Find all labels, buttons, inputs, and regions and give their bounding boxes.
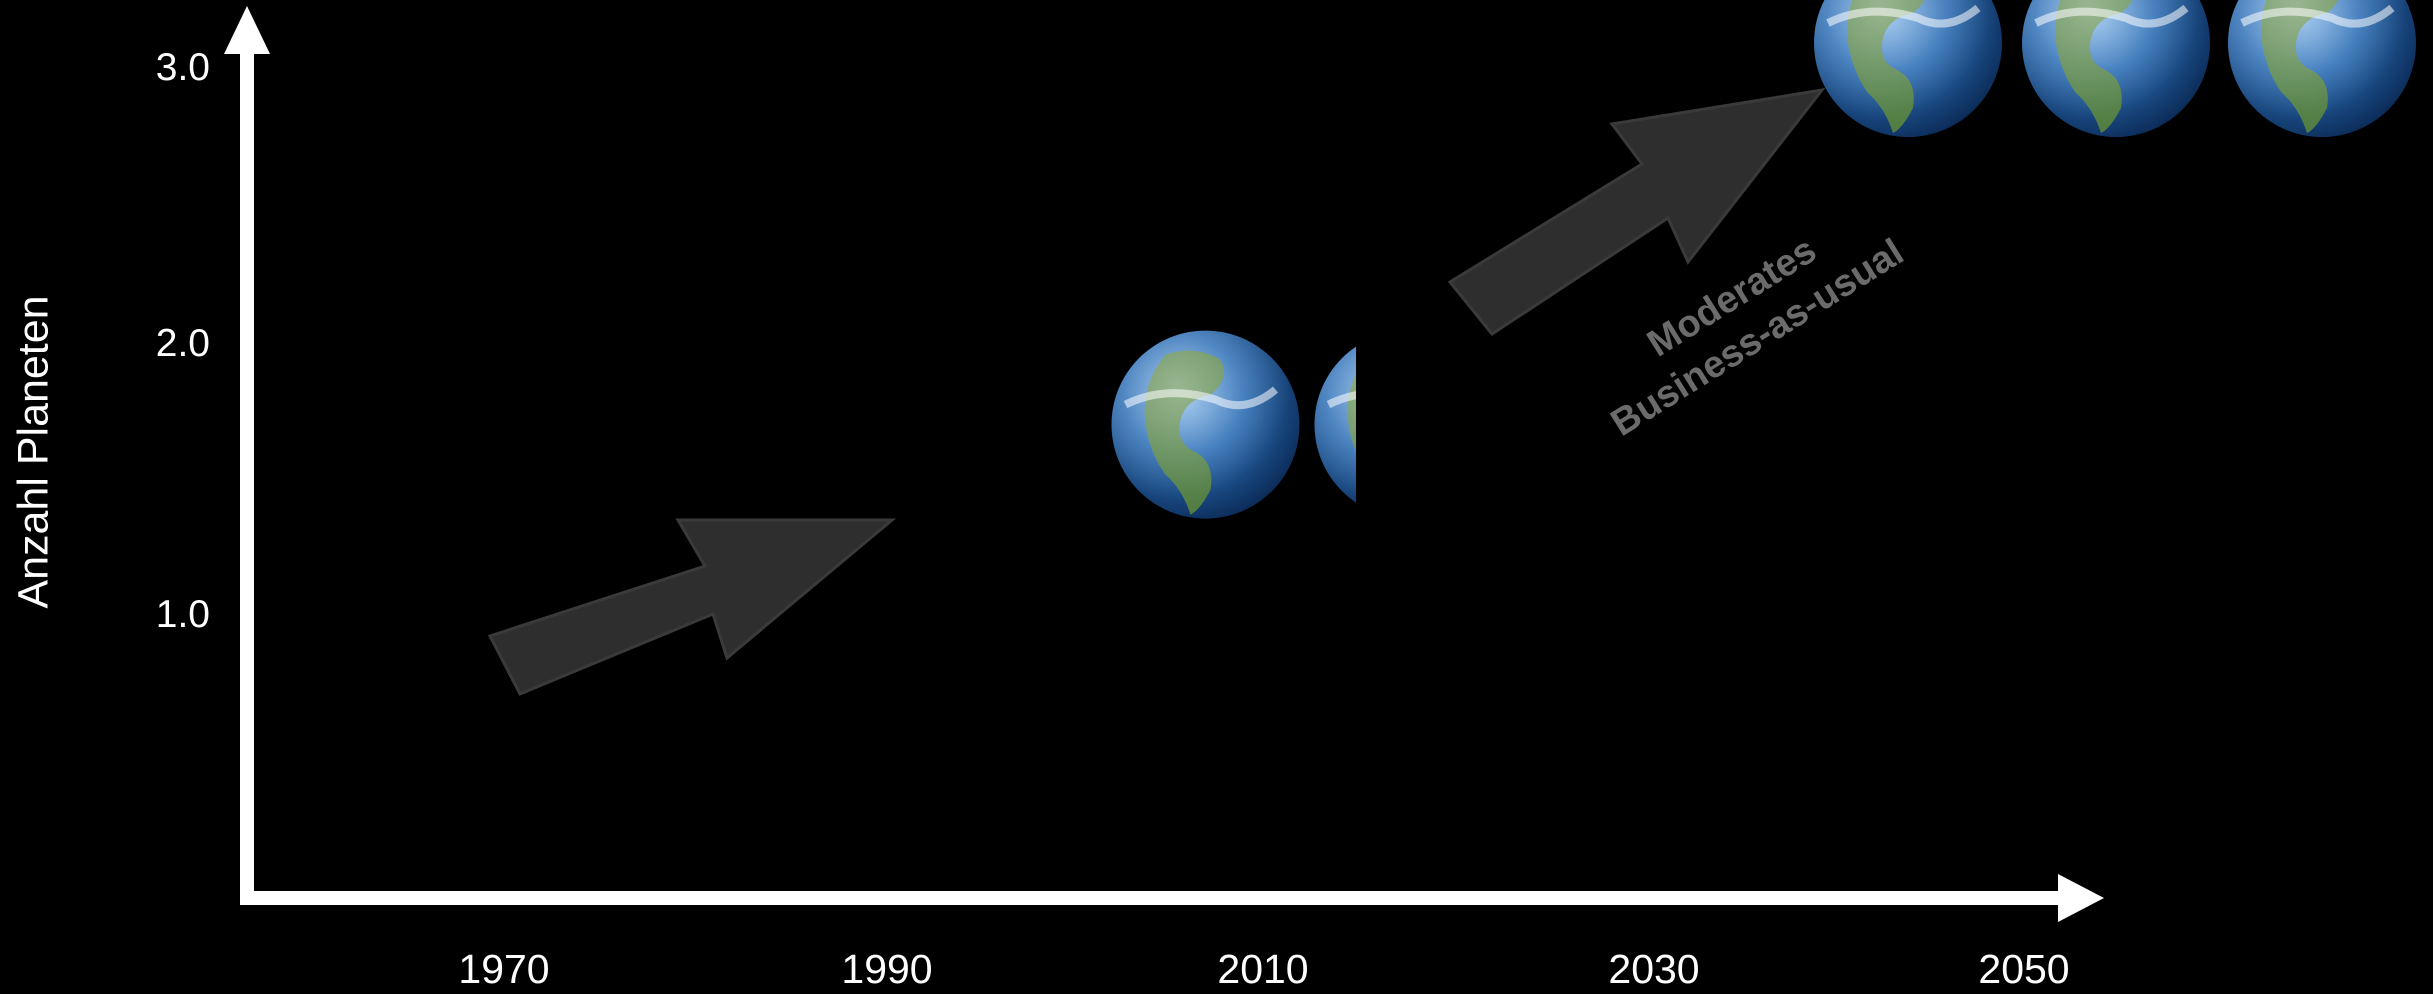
- y-tick-label: 3.0: [155, 46, 210, 89]
- earth-globe-marker: [1314, 346, 1356, 503]
- data-points: [1111, 0, 2416, 519]
- trend-arrow-1: [487, 518, 897, 696]
- y-tick-label: 2.0: [155, 322, 210, 365]
- x-tick-label: 2050: [1978, 946, 2070, 992]
- x-tick-label: 2010: [1217, 946, 1309, 992]
- x-tick-label: 1990: [841, 946, 933, 992]
- earth-globe-marker: [2228, 0, 2416, 137]
- earth-globe-marker: [2022, 0, 2210, 137]
- y-axis-arrowhead: [224, 6, 270, 54]
- x-tick-label: 2030: [1608, 946, 1700, 992]
- y-axis-line: [240, 50, 254, 905]
- trend-arrow-2: [1447, 87, 1826, 337]
- x-axis-line: [240, 891, 2070, 905]
- y-tick-label: 1.0: [155, 593, 210, 636]
- y-axis-label: Anzahl Planeten: [9, 295, 58, 609]
- earth-globe-marker: [1814, 0, 2002, 137]
- x-tick-label: 1970: [458, 946, 550, 992]
- x-axis-arrowhead: [2058, 874, 2104, 922]
- earth-globe-marker: [1111, 330, 1300, 519]
